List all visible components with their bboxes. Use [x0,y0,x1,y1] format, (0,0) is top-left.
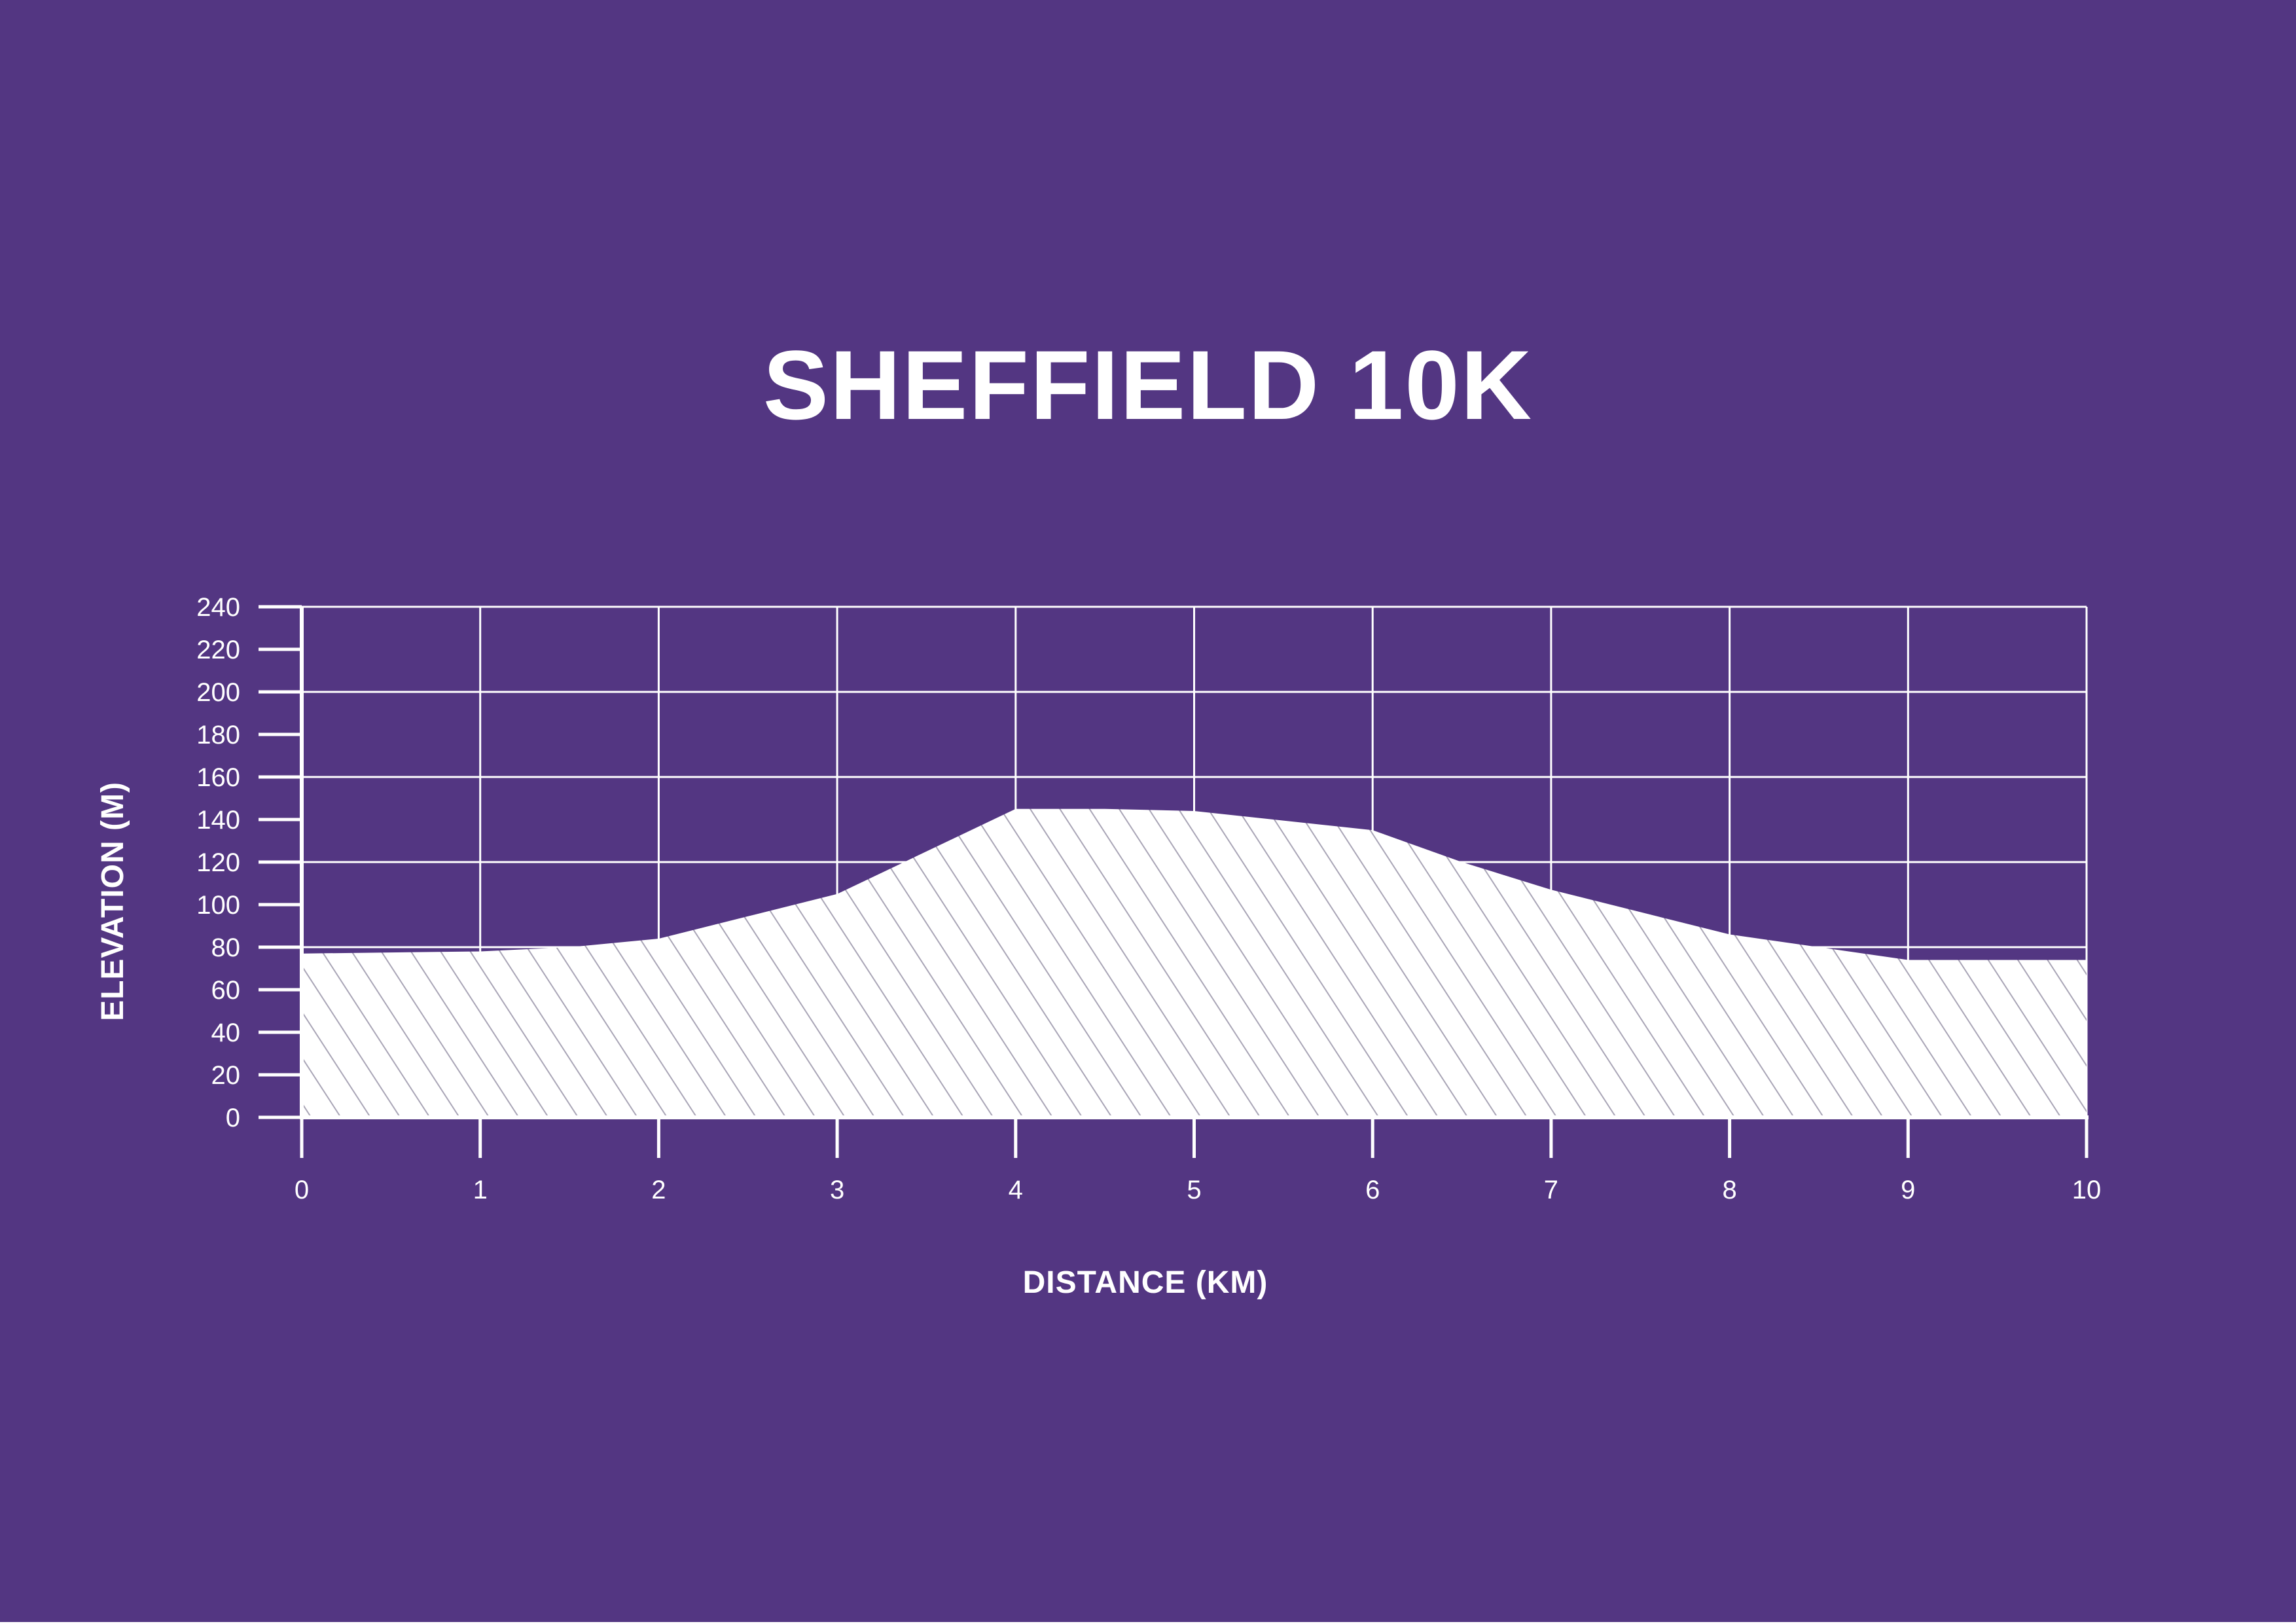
y-axis-title: ELEVATION (M) [96,782,130,1021]
x-tick-label: 1 [473,1176,488,1204]
y-tick-label: 200 [196,678,240,707]
y-tick-label: 240 [196,593,240,622]
x-axis-ticks: 0 1 2 3 4 5 6 7 8 9 10 [295,1117,2101,1204]
x-tick-label: 2 [651,1176,666,1204]
x-tick-label: 3 [830,1176,844,1204]
y-tick-label: 120 [196,848,240,877]
x-tick-label: 8 [1722,1176,1736,1204]
x-tick-label: 10 [2072,1176,2102,1204]
y-tick-label: 160 [196,763,240,792]
y-tick-label: 100 [196,891,240,920]
x-tick-label: 7 [1544,1176,1558,1204]
y-tick-label: 180 [196,721,240,749]
y-tick-label: 60 [211,976,241,1005]
y-tick-label: 0 [226,1104,240,1132]
y-axis-ticks: 0 20 40 60 80 100 120 140 160 180 200 220 240 [196,593,302,1132]
y-tick-label: 40 [211,1019,241,1047]
x-tick-label: 9 [1901,1176,1915,1204]
x-tick-label: 6 [1365,1176,1380,1204]
x-tick-label: 5 [1187,1176,1201,1204]
y-tick-label: 140 [196,806,240,835]
y-tick-label: 80 [211,933,241,962]
y-tick-label: 220 [196,636,240,664]
chart-title: SHEFFIELD 10K [763,330,1533,440]
x-tick-label: 0 [295,1176,309,1204]
x-tick-label: 4 [1009,1176,1023,1204]
x-axis-title: DISTANCE (KM) [1023,1265,1268,1300]
elevation-area [302,808,2087,1117]
y-tick-label: 20 [211,1061,241,1090]
